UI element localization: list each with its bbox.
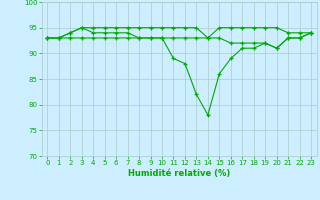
X-axis label: Humidité relative (%): Humidité relative (%) — [128, 169, 230, 178]
